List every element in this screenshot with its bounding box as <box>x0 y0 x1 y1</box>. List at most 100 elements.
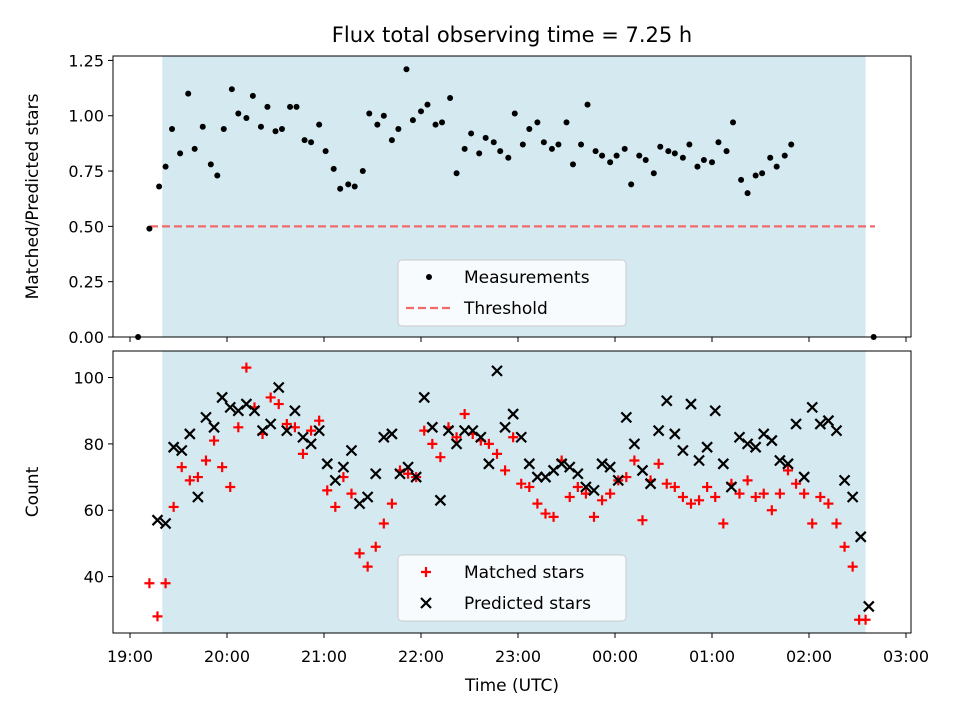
data-point <box>723 148 730 155</box>
data-point <box>569 161 576 168</box>
data-point <box>621 145 628 152</box>
data-point <box>272 381 285 394</box>
data-point <box>308 139 315 146</box>
data-point <box>490 139 497 146</box>
data-point <box>184 428 196 440</box>
data-point <box>605 488 616 499</box>
data-point <box>453 170 460 177</box>
data-point <box>435 452 446 463</box>
data-point <box>447 95 454 102</box>
data-point <box>653 458 664 469</box>
data-point <box>264 103 271 110</box>
data-point <box>499 421 511 434</box>
data-point <box>483 438 494 449</box>
data-point <box>289 404 301 417</box>
data-point <box>774 454 786 467</box>
data-point <box>854 531 867 543</box>
data-point <box>715 139 722 146</box>
data-point <box>838 474 851 487</box>
data-point <box>184 475 195 486</box>
data-point <box>278 126 285 133</box>
data-point <box>822 414 835 427</box>
y-tick-label: 0.25 <box>68 273 104 292</box>
data-point <box>750 491 761 502</box>
data-point <box>685 498 696 509</box>
data-point <box>403 66 410 73</box>
data-point <box>351 183 358 190</box>
data-point <box>596 458 608 470</box>
data-point <box>742 475 753 486</box>
data-point <box>532 498 543 509</box>
data-point <box>806 401 819 414</box>
data-point <box>281 418 292 429</box>
data-point <box>306 425 317 436</box>
data-point <box>580 481 592 493</box>
data-point <box>500 465 511 476</box>
legend-marker-x <box>420 597 432 609</box>
data-point <box>442 424 455 437</box>
data-point <box>427 438 438 449</box>
legend-marker-plus <box>421 567 431 577</box>
data-point <box>515 431 528 444</box>
data-point <box>378 431 390 444</box>
data-point <box>788 141 795 148</box>
data-point <box>395 126 402 133</box>
data-point <box>337 461 350 473</box>
legend-box <box>397 259 627 327</box>
data-point <box>216 391 228 404</box>
data-point <box>652 424 665 437</box>
data-point <box>220 126 227 133</box>
data-point <box>418 108 424 115</box>
data-point <box>241 362 252 373</box>
data-point <box>468 130 475 137</box>
data-point <box>709 404 722 417</box>
data-point <box>563 119 570 126</box>
panel-counts: 40 60 80 100 Count Matched stars Predicted sta… <box>23 350 912 638</box>
data-point <box>839 541 850 552</box>
x-axis-label: Time (UTC) <box>464 676 559 696</box>
data-point <box>578 141 585 148</box>
data-point <box>402 461 414 473</box>
data-point <box>305 438 317 450</box>
data-point <box>799 488 810 499</box>
data-point <box>361 491 374 503</box>
data-point <box>620 411 633 424</box>
data-point <box>439 119 446 126</box>
x-tick-label: 03:00 <box>883 647 929 666</box>
x-tick-label: 00:00 <box>592 647 638 666</box>
data-point <box>151 514 164 526</box>
data-point <box>167 441 180 453</box>
x-tick-label: 19:00 <box>107 647 153 666</box>
data-point <box>637 515 648 526</box>
data-point <box>657 143 664 150</box>
data-point <box>483 458 495 470</box>
legend: Matched stars Predicted stars <box>397 554 627 622</box>
data-point <box>863 600 875 613</box>
data-point <box>301 137 308 144</box>
data-point <box>243 114 250 121</box>
data-point <box>604 461 616 473</box>
data-point <box>450 438 463 450</box>
data-point <box>860 614 871 625</box>
data-point <box>650 170 657 177</box>
legend-box <box>397 554 627 622</box>
data-point <box>636 464 649 477</box>
data-point <box>516 478 527 489</box>
data-point <box>702 482 713 493</box>
data-point <box>386 498 397 509</box>
data-point <box>162 163 169 170</box>
data-point <box>214 172 221 179</box>
x-tick-label: 01:00 <box>689 647 735 666</box>
y-tick-label: 1.25 <box>68 51 104 70</box>
data-point <box>679 154 686 161</box>
data-point <box>507 408 519 420</box>
data-point <box>175 444 188 457</box>
data-point <box>313 424 325 437</box>
data-point <box>192 472 203 483</box>
y-tick-label: 0.75 <box>68 162 104 181</box>
data-point <box>329 474 342 487</box>
data-point <box>782 465 793 476</box>
data-point <box>823 498 834 509</box>
data-point <box>730 119 737 126</box>
legend-label: Measurements <box>464 268 590 288</box>
